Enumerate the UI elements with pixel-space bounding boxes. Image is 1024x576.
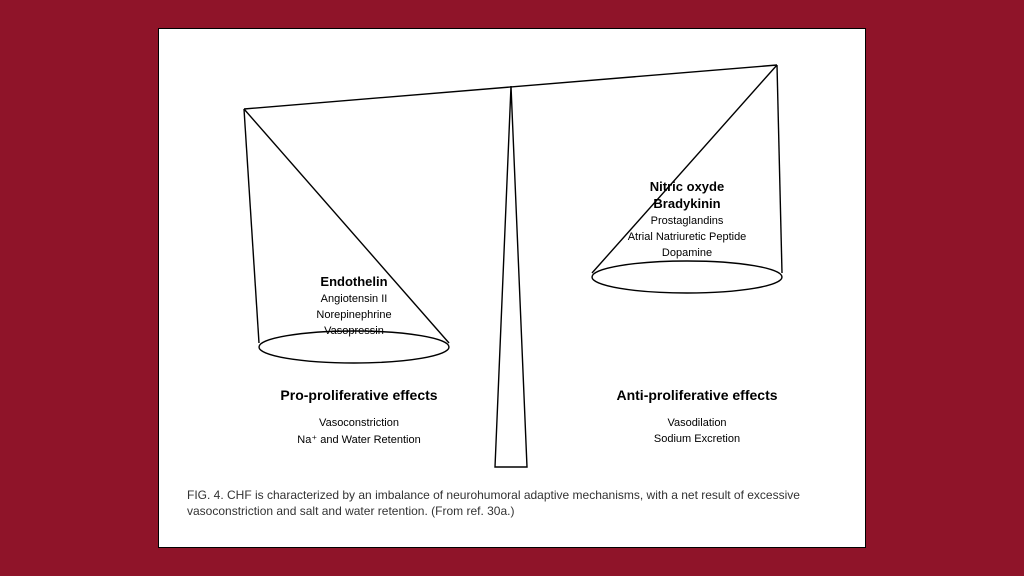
right-effects-sub2: Sodium Excretion <box>654 433 740 445</box>
right-pan-bold-2: Bradykinin <box>653 196 720 211</box>
right-pan-line-3: Prostaglandins <box>651 215 724 227</box>
right-effects-title: Anti-proliferative effects <box>616 387 777 403</box>
left-effects-title: Pro-proliferative effects <box>280 387 437 403</box>
left-pan-line-4: Vasopressin <box>324 325 384 337</box>
balance-scale-svg <box>159 29 867 549</box>
figure-caption: FIG. 4. CHF is characterized by an imbal… <box>187 487 837 519</box>
right-pan-line-5: Dopamine <box>662 247 712 259</box>
left-pan-line-2: Angiotensin II <box>321 293 388 305</box>
right-effects-sub1: Vasodilation <box>667 417 726 429</box>
left-pan-bold-1: Endothelin <box>320 274 387 289</box>
figure-panel: Endothelin Angiotensin II Norepinephrine… <box>158 28 866 548</box>
left-effects-sub1: Vasoconstriction <box>319 417 399 429</box>
left-pan-line-3: Norepinephrine <box>316 309 391 321</box>
right-pan-bold-1: Nitric oxyde <box>650 179 724 194</box>
slide-background: Endothelin Angiotensin II Norepinephrine… <box>0 0 1024 576</box>
right-pan-line-4: Atrial Natriuretic Peptide <box>628 231 747 243</box>
left-effects-sub2: Na⁺ and Water Retention <box>297 433 420 446</box>
